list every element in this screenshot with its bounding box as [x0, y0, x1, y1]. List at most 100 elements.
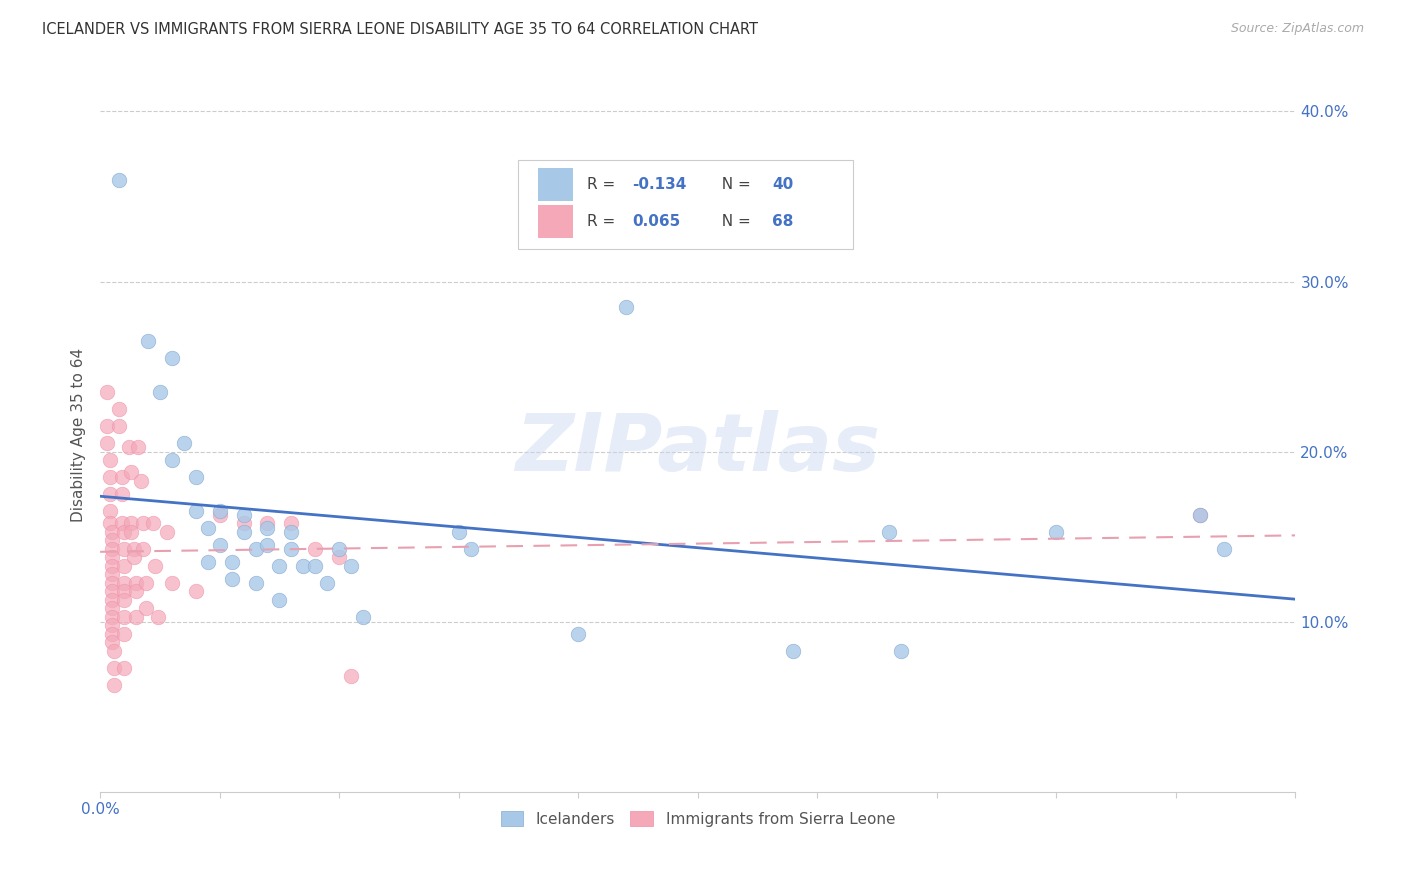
Point — [112, 524, 135, 539]
Point — [197, 555, 219, 569]
Point — [96, 385, 118, 400]
Point — [232, 508, 254, 522]
Point — [98, 470, 121, 484]
Text: N =: N = — [711, 214, 756, 229]
Point — [112, 592, 135, 607]
Y-axis label: Disability Age 35 to 64: Disability Age 35 to 64 — [72, 348, 86, 522]
Text: 68: 68 — [772, 214, 793, 229]
Point — [122, 541, 145, 556]
Point — [125, 584, 148, 599]
Point — [877, 524, 900, 539]
Point — [101, 575, 124, 590]
Point — [160, 351, 183, 366]
Point — [135, 575, 157, 590]
Point — [120, 516, 142, 531]
Point — [101, 524, 124, 539]
FancyBboxPatch shape — [519, 160, 853, 249]
Point — [96, 419, 118, 434]
Point — [98, 487, 121, 501]
Point — [782, 644, 804, 658]
Point — [197, 521, 219, 535]
Point — [460, 541, 482, 556]
Point — [292, 558, 315, 573]
Point — [101, 626, 124, 640]
Point — [567, 626, 589, 640]
Text: Source: ZipAtlas.com: Source: ZipAtlas.com — [1230, 22, 1364, 36]
Point — [280, 524, 302, 539]
Point — [111, 487, 134, 501]
Point — [101, 558, 124, 573]
Point — [221, 572, 243, 586]
Point — [221, 555, 243, 569]
Point — [316, 575, 339, 590]
Point — [101, 541, 124, 556]
Point — [184, 584, 207, 599]
Text: ZIPatlas: ZIPatlas — [515, 410, 880, 488]
Legend: Icelanders, Immigrants from Sierra Leone: Icelanders, Immigrants from Sierra Leone — [494, 803, 903, 834]
Point — [108, 402, 131, 417]
Point — [103, 661, 125, 675]
Point — [98, 504, 121, 518]
Point — [614, 300, 637, 314]
Point — [269, 558, 291, 573]
Point — [280, 541, 302, 556]
Point — [890, 644, 912, 658]
Point — [111, 516, 134, 531]
Point — [160, 575, 183, 590]
Point — [146, 609, 169, 624]
Point — [135, 601, 157, 615]
Point — [132, 516, 155, 531]
Point — [120, 465, 142, 479]
Point — [256, 538, 278, 552]
Point — [98, 516, 121, 531]
Point — [208, 538, 231, 552]
Point — [96, 436, 118, 450]
Point — [184, 470, 207, 484]
Point — [112, 626, 135, 640]
Point — [101, 592, 124, 607]
Point — [1212, 541, 1234, 556]
Point — [160, 453, 183, 467]
Point — [245, 575, 267, 590]
FancyBboxPatch shape — [537, 169, 574, 201]
Point — [108, 419, 131, 434]
Point — [127, 440, 149, 454]
Point — [1045, 524, 1067, 539]
Point — [1188, 508, 1211, 522]
Point — [173, 436, 195, 450]
Point — [149, 385, 172, 400]
Text: ICELANDER VS IMMIGRANTS FROM SIERRA LEONE DISABILITY AGE 35 TO 64 CORRELATION CH: ICELANDER VS IMMIGRANTS FROM SIERRA LEON… — [42, 22, 758, 37]
Point — [328, 550, 350, 565]
Point — [1188, 508, 1211, 522]
Point — [256, 521, 278, 535]
Point — [143, 558, 166, 573]
Point — [340, 669, 363, 683]
Point — [304, 541, 326, 556]
Point — [98, 453, 121, 467]
Point — [103, 678, 125, 692]
Point — [112, 541, 135, 556]
Point — [120, 524, 142, 539]
Point — [328, 541, 350, 556]
Text: 0.065: 0.065 — [633, 214, 681, 229]
Point — [232, 516, 254, 531]
Point — [112, 609, 135, 624]
Point — [101, 609, 124, 624]
FancyBboxPatch shape — [537, 205, 574, 238]
Point — [103, 644, 125, 658]
Point — [340, 558, 363, 573]
Point — [108, 172, 131, 186]
Point — [101, 567, 124, 582]
Point — [101, 584, 124, 599]
Point — [101, 635, 124, 649]
Point — [280, 516, 302, 531]
Point — [122, 550, 145, 565]
Point — [269, 592, 291, 607]
Text: 40: 40 — [772, 178, 793, 192]
Point — [112, 584, 135, 599]
Point — [132, 541, 155, 556]
Point — [232, 524, 254, 539]
Point — [256, 516, 278, 531]
Point — [125, 575, 148, 590]
Point — [118, 440, 141, 454]
